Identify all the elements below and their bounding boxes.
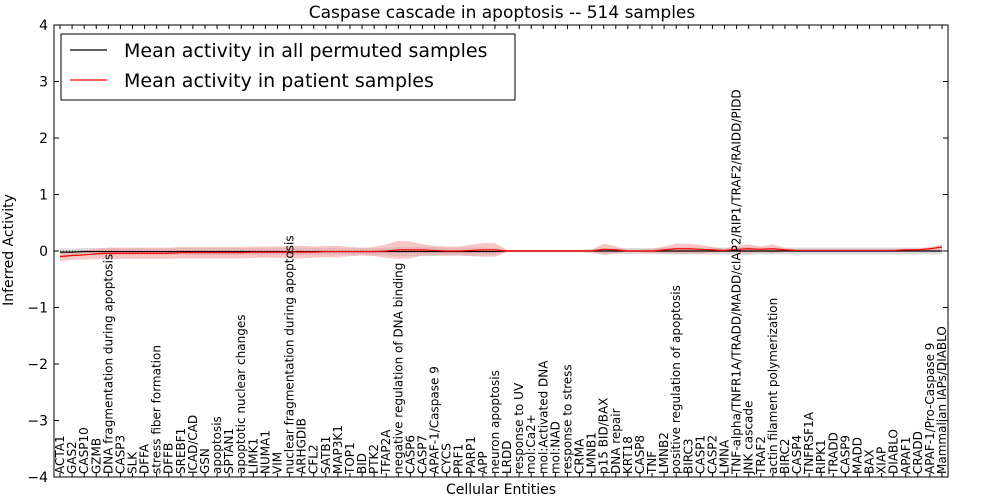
x-category-label: LRDD: [500, 440, 514, 474]
x-category-label: CASP9: [838, 435, 852, 474]
x-category-label: mol:Ca2+: [524, 414, 538, 474]
x-category-label: CASP4: [790, 435, 804, 474]
legend-label-patient: Mean activity in patient samples: [124, 70, 434, 92]
x-category-label: XIAP: [875, 447, 889, 474]
x-category-label: neuron apoptosis: [488, 370, 502, 474]
x-category-label: KRT18: [621, 436, 635, 474]
x-category-label: CRMA: [573, 438, 587, 474]
series-lines: [59, 246, 943, 258]
x-axis-label: Cellular Entities: [446, 482, 556, 498]
x-category-label: positive regulation of apoptosis: [669, 285, 683, 474]
x-category-label: CFL2: [307, 444, 321, 474]
x-category-label: JNK cascade: [742, 401, 756, 475]
x-category-label: APP: [476, 451, 490, 474]
x-category-label: mol:NAD: [548, 421, 562, 474]
x-category-label: CASP10: [77, 427, 91, 474]
x-category-label: TNFRSF1A: [802, 411, 816, 475]
x-category-label: MAP3K1: [331, 425, 345, 474]
x-category-label: LMNA: [718, 439, 732, 474]
x-category-label: TNF: [645, 451, 659, 475]
y-tick-label: 4: [39, 18, 48, 34]
x-category-label: apoptotic nuclear changes: [234, 315, 248, 474]
x-category-label: APAF-1/Caspase 9: [428, 366, 442, 474]
x-category-label: SREBF1: [174, 428, 188, 474]
x-category-label: DNA fragmentation during apoptosis: [101, 254, 115, 474]
x-category-label: DFFA: [138, 443, 152, 474]
x-category-label: ARHGDIB: [295, 418, 309, 474]
x-category-label: response to UV: [512, 382, 526, 474]
x-category-label: SPTAN1: [222, 428, 236, 474]
y-tick-label: 2: [39, 131, 48, 147]
x-category-label: CASP8: [633, 435, 647, 474]
x-category-label: SATB1: [319, 436, 333, 474]
chart-title: Caspase cascade in apoptosis -- 514 samp…: [309, 3, 696, 23]
x-axis: [59, 25, 943, 477]
x-category-label: CASP6: [403, 435, 417, 474]
y-axis-label: Inferred Activity: [1, 194, 17, 306]
x-category-label: PRF1: [452, 444, 466, 474]
line-series-1: [59, 246, 943, 258]
x-category-label: DFFB: [162, 443, 176, 474]
x-category-label: GSN: [198, 448, 212, 474]
x-category-label: PTK2: [367, 444, 381, 474]
legend: Mean activity in all permuted samples Me…: [60, 33, 516, 101]
x-category-label: TRADD: [826, 432, 840, 475]
x-category-label: NUMA1: [258, 430, 272, 474]
y-tick-label: −3: [27, 414, 48, 430]
x-category-label: APAF-1/Pro-Caspase 9: [923, 343, 937, 474]
x-category-label: negative regulation of DNA binding: [391, 263, 405, 474]
x-category-label: TNF-alpha/TNFR1A/TRADD/MADD/cIAP2/RIP1/T…: [730, 89, 744, 475]
x-category-label: SLK: [125, 451, 139, 474]
x-category-label: CASP2: [705, 435, 719, 474]
x-category-label: BID: [355, 453, 369, 474]
x-category-label: DIABLO: [887, 429, 901, 474]
y-tick-label: −4: [27, 470, 48, 486]
x-category-label: apoptosis: [210, 416, 224, 474]
x-category-label: DNA repair: [609, 408, 623, 474]
x-category-label: LMNB1: [585, 432, 599, 474]
x-category-label: response to stress: [560, 364, 574, 474]
x-category-label: ACTA1: [53, 435, 67, 474]
y-tick-label: 3: [39, 75, 48, 91]
y-tick-label: 0: [39, 244, 48, 260]
x-category-label: CRADD: [911, 431, 925, 474]
x-category-label: stress fiber formation: [150, 345, 164, 474]
legend-label-permuted: Mean activity in all permuted samples: [124, 40, 487, 62]
x-category-label: p15 BID/BAX: [597, 398, 611, 474]
legend-box: [60, 33, 516, 101]
x-category-label: actin filament polymerization: [766, 298, 780, 474]
x-category-label: CASP1: [693, 435, 707, 474]
x-category-label: BAX: [863, 449, 877, 474]
x-category-label: VIM: [270, 452, 284, 474]
x-category-label: CASP7: [415, 435, 429, 474]
x-category-label: TFAP2A: [379, 429, 393, 475]
y-tick-label: −2: [27, 357, 48, 373]
line-series-0: [60, 250, 942, 253]
x-category-label: GAS2: [65, 441, 79, 474]
x-category-label: LMNB2: [657, 432, 671, 474]
x-category-label: nuclear fragmentation during apoptosis: [283, 235, 297, 474]
x-category-label: LIMK1: [246, 438, 260, 474]
x-category-label: CYCS: [440, 443, 454, 474]
x-category-label: Mammalian IAPs/DIABLO: [935, 326, 949, 474]
x-category-label: BIRC2: [778, 438, 792, 474]
x-category-label: BIRC3: [681, 438, 695, 474]
x-category-label: RIPK1: [814, 439, 828, 474]
x-category-label: TOP1: [343, 442, 357, 475]
y-tick-label: −1: [27, 301, 48, 317]
y-axis: −4 −3 −2 −1 0 1 2 3 4: [27, 18, 948, 486]
x-category-label: CASP3: [113, 435, 127, 474]
x-category-label: ICAD/CAD: [186, 415, 200, 474]
x-category-label: PARP1: [464, 436, 478, 474]
x-category-label: mol:Activated DNA: [536, 360, 550, 474]
x-category-label: GZMB: [89, 438, 103, 474]
x-category-label: TRAF2: [754, 436, 768, 475]
x-category-label: APAF1: [899, 437, 913, 474]
x-category-label: MADD: [850, 437, 864, 474]
y-tick-label: 1: [39, 188, 48, 204]
